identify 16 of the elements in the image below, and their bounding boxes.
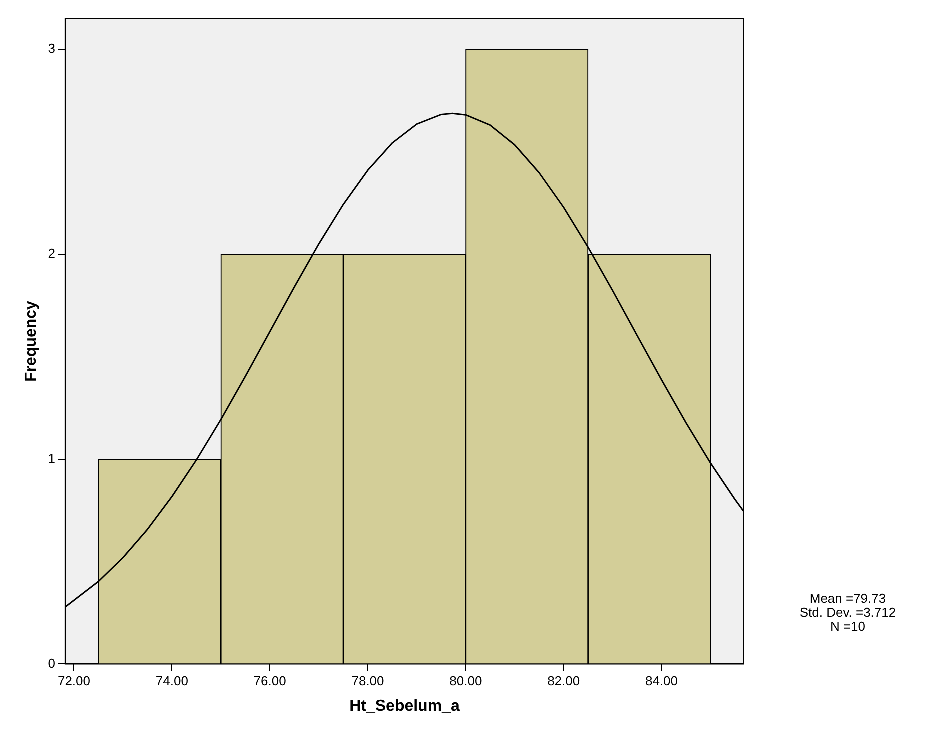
x-tick-label: 84.00 bbox=[645, 674, 678, 689]
y-tick-label: 1 bbox=[48, 450, 56, 466]
y-axis-title: Frequency bbox=[23, 300, 40, 382]
x-tick-label: 76.00 bbox=[254, 674, 286, 689]
text: Std. Dev. =3.712 bbox=[798, 605, 898, 620]
x-tick-label: 78.00 bbox=[352, 674, 384, 689]
x-tick-label: 82.00 bbox=[548, 674, 580, 689]
x-tick-label: 74.00 bbox=[156, 674, 188, 689]
y-tick-label: 0 bbox=[48, 656, 56, 671]
x-tick-label: 80.00 bbox=[450, 674, 482, 689]
y-tick-label: 3 bbox=[48, 41, 56, 56]
x-tick-label: 72.00 bbox=[58, 674, 91, 689]
y-tick-label: 2 bbox=[48, 246, 56, 261]
x-axis-title: Ht_Sebelum_a bbox=[350, 698, 460, 715]
text: Mean =79.73 bbox=[808, 591, 888, 606]
text: N =10 bbox=[829, 619, 867, 634]
